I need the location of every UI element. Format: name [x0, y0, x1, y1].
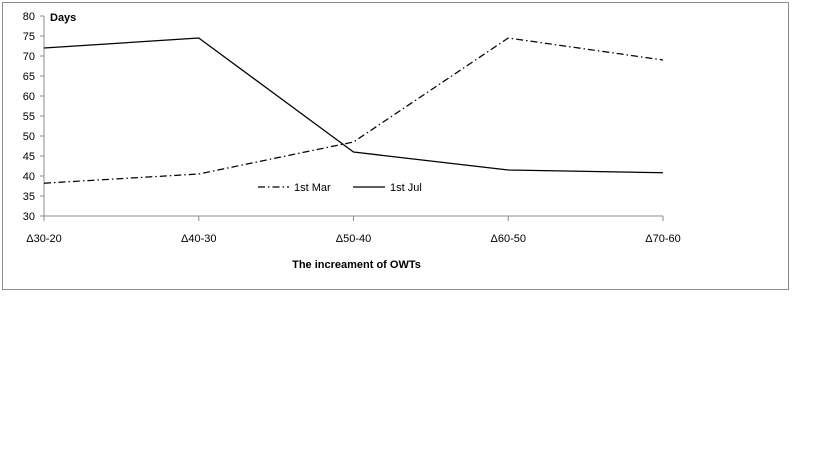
- y-tick-label: 65: [23, 71, 35, 83]
- series-line-1st-mar: [43, 37, 664, 184]
- y-axis-label: Days: [50, 12, 76, 24]
- legend-label-1st-jul: 1st Jul: [390, 182, 422, 194]
- y-tick-label: 40: [23, 171, 35, 183]
- legend: 1st Mar 1st Jul: [258, 182, 422, 194]
- y-tick-label: 35: [23, 191, 35, 203]
- data-point: [353, 151, 355, 153]
- x-axis-title: The increament of OWTs: [292, 259, 421, 271]
- y-tick-label: 45: [23, 151, 35, 163]
- x-tick-label: Δ70-60: [645, 233, 680, 245]
- series-layer: [43, 37, 664, 184]
- x-axis: Δ30-20 Δ40-30 Δ50-40 Δ60-50 Δ70-60: [26, 215, 681, 245]
- series-line-1st-jul: [43, 37, 664, 174]
- y-tick-label: 80: [23, 11, 35, 23]
- legend-label-1st-mar: 1st Mar: [294, 182, 331, 194]
- x-tick-label: Δ50-40: [336, 233, 371, 245]
- data-point: [43, 47, 45, 49]
- data-point: [353, 141, 355, 143]
- data-point: [198, 37, 200, 39]
- x-tick-label: Δ40-30: [181, 233, 216, 245]
- y-tick-label: 50: [23, 131, 35, 143]
- x-tick-label: Δ60-50: [491, 233, 526, 245]
- data-point: [662, 172, 664, 174]
- y-tick-label: 75: [23, 31, 35, 43]
- y-tick-label: 30: [23, 211, 35, 223]
- y-tick-label: 60: [23, 91, 35, 103]
- y-axis: 30 35 40 45 50 55 60 65 70 75 80: [23, 11, 45, 223]
- y-tick-label: 55: [23, 111, 35, 123]
- y-tick-label: 70: [23, 51, 35, 63]
- data-point: [198, 173, 200, 175]
- data-point: [662, 59, 664, 61]
- chart-area: [2, 2, 789, 290]
- x-tick-label: Δ30-20: [26, 233, 61, 245]
- data-point: [507, 37, 509, 39]
- data-point: [43, 182, 45, 184]
- data-point: [507, 169, 509, 171]
